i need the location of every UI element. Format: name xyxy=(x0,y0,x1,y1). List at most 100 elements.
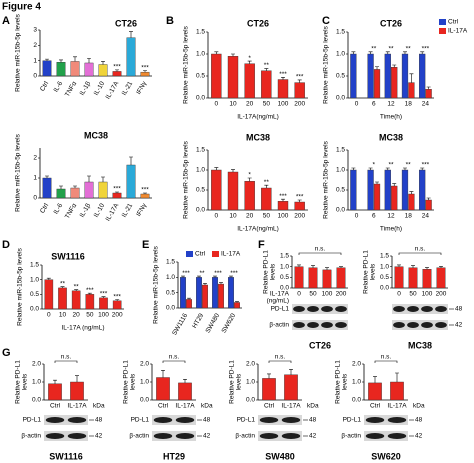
bar xyxy=(367,53,374,99)
x-tick-label: IFNγ xyxy=(135,80,148,96)
x-tick-label: IL-10 xyxy=(93,80,107,97)
significance: ** xyxy=(406,162,412,169)
blot-background xyxy=(152,431,196,441)
x-tick-label: IL-1β xyxy=(79,202,93,219)
chart-title: SW480 xyxy=(265,451,295,461)
error-bar xyxy=(214,167,219,170)
y-tick-label: 3 xyxy=(33,27,37,34)
bar xyxy=(384,169,391,211)
bar xyxy=(436,267,446,289)
error-bar xyxy=(392,183,397,186)
bar xyxy=(112,192,122,199)
error-bar xyxy=(392,64,397,68)
figure-title: Figure 4 xyxy=(2,2,41,13)
bar xyxy=(425,88,432,99)
y-tick-label: 0.0 xyxy=(30,306,39,313)
error-bar xyxy=(74,289,79,291)
bar xyxy=(44,279,54,310)
x-tick-label: 100 xyxy=(278,213,289,220)
bar xyxy=(422,269,432,289)
blot-band xyxy=(175,433,195,439)
error-bar xyxy=(420,51,425,54)
error-bar xyxy=(87,58,91,63)
chart-title: CT26 xyxy=(115,18,137,28)
significance: *** xyxy=(113,64,121,71)
x-tick-label: 10 xyxy=(59,312,67,319)
error-bar xyxy=(181,275,186,278)
y-tick-label: 1.5 xyxy=(166,259,175,266)
blot-band xyxy=(421,322,433,328)
x-tick-label: 20 xyxy=(246,213,254,220)
y-tick-label: 0.0 xyxy=(336,95,345,102)
x-tick-label: IL-17A xyxy=(281,403,301,410)
bar xyxy=(212,277,218,309)
significance: *** xyxy=(100,290,108,297)
marker-label: 48 xyxy=(455,306,463,313)
x-tick-label: IL-17A xyxy=(67,403,87,410)
error-bar xyxy=(53,379,57,384)
panel-label: G xyxy=(2,347,11,359)
error-bar xyxy=(297,199,302,202)
y-axis-label: Relative miR-15b-5p levels xyxy=(15,13,22,91)
x-tick-label: 0 xyxy=(215,101,219,108)
legend-swatch xyxy=(439,28,446,34)
blot-label: β-actin xyxy=(129,433,149,440)
chart-title: CT26 xyxy=(309,340,331,350)
blot-label: β-actin xyxy=(269,322,289,329)
error-bar xyxy=(385,167,390,170)
significance: * xyxy=(248,55,251,62)
bar xyxy=(126,37,136,77)
bar xyxy=(56,188,66,199)
y-tick-label: 1.0 xyxy=(280,263,289,270)
error-bar xyxy=(101,296,106,298)
y-tick-label: 1.5 xyxy=(336,147,345,154)
error-bar xyxy=(87,175,91,182)
panel-label: A xyxy=(2,15,10,27)
error-bar xyxy=(143,192,147,194)
x-tick-label: 20 xyxy=(246,101,254,108)
bar xyxy=(294,82,305,99)
blot-band xyxy=(387,417,407,423)
x-tick-label: SW620 xyxy=(220,312,237,334)
significance: ** xyxy=(406,46,412,53)
y-tick-label: 1.0 xyxy=(30,276,39,283)
kda-label: kDa xyxy=(307,403,319,410)
blot-band xyxy=(321,322,333,328)
y-tick-label: 1.5 xyxy=(380,253,389,260)
x-tick-label: SW1116 xyxy=(171,312,189,337)
blot-label: PD-L1 xyxy=(343,417,362,424)
error-bar xyxy=(311,265,315,268)
x-tick-label: Ctrl xyxy=(158,403,169,410)
y-tick-label: 1.5 xyxy=(196,29,205,36)
error-bar xyxy=(264,184,269,188)
error-bar xyxy=(183,379,187,383)
legend-label: IL-17A xyxy=(221,251,241,258)
marker-label: 42 xyxy=(309,433,317,440)
bar xyxy=(244,63,255,99)
annotation: n.s. xyxy=(415,246,426,253)
legend-swatch xyxy=(212,251,219,257)
bracket xyxy=(162,360,186,363)
x-tick-label: 100 xyxy=(98,312,109,319)
x-tick-label: 12 xyxy=(387,213,395,220)
error-bar xyxy=(115,69,119,72)
blot-band xyxy=(321,306,333,312)
error-bar xyxy=(281,77,285,80)
x-tick-label: Ctrl xyxy=(264,403,275,410)
significance: *** xyxy=(296,74,304,81)
blot-band xyxy=(365,417,385,423)
legend-label: Ctrl xyxy=(195,251,206,258)
x-axis-label: Time(h) xyxy=(380,114,402,121)
blot-label: PD-L1 xyxy=(271,306,290,313)
y-axis-label: Relative miR-15b-5p levels xyxy=(183,25,190,103)
bar xyxy=(419,53,426,99)
y-tick-label: 0.5 xyxy=(166,289,175,296)
error-bar xyxy=(402,51,407,54)
x-tick-label: Ctrl xyxy=(50,403,61,410)
significance: *** xyxy=(279,193,287,200)
error-bar xyxy=(101,176,105,182)
error-bar xyxy=(351,51,356,54)
bar xyxy=(373,69,381,99)
bar xyxy=(261,187,272,211)
blot-background xyxy=(364,431,408,441)
